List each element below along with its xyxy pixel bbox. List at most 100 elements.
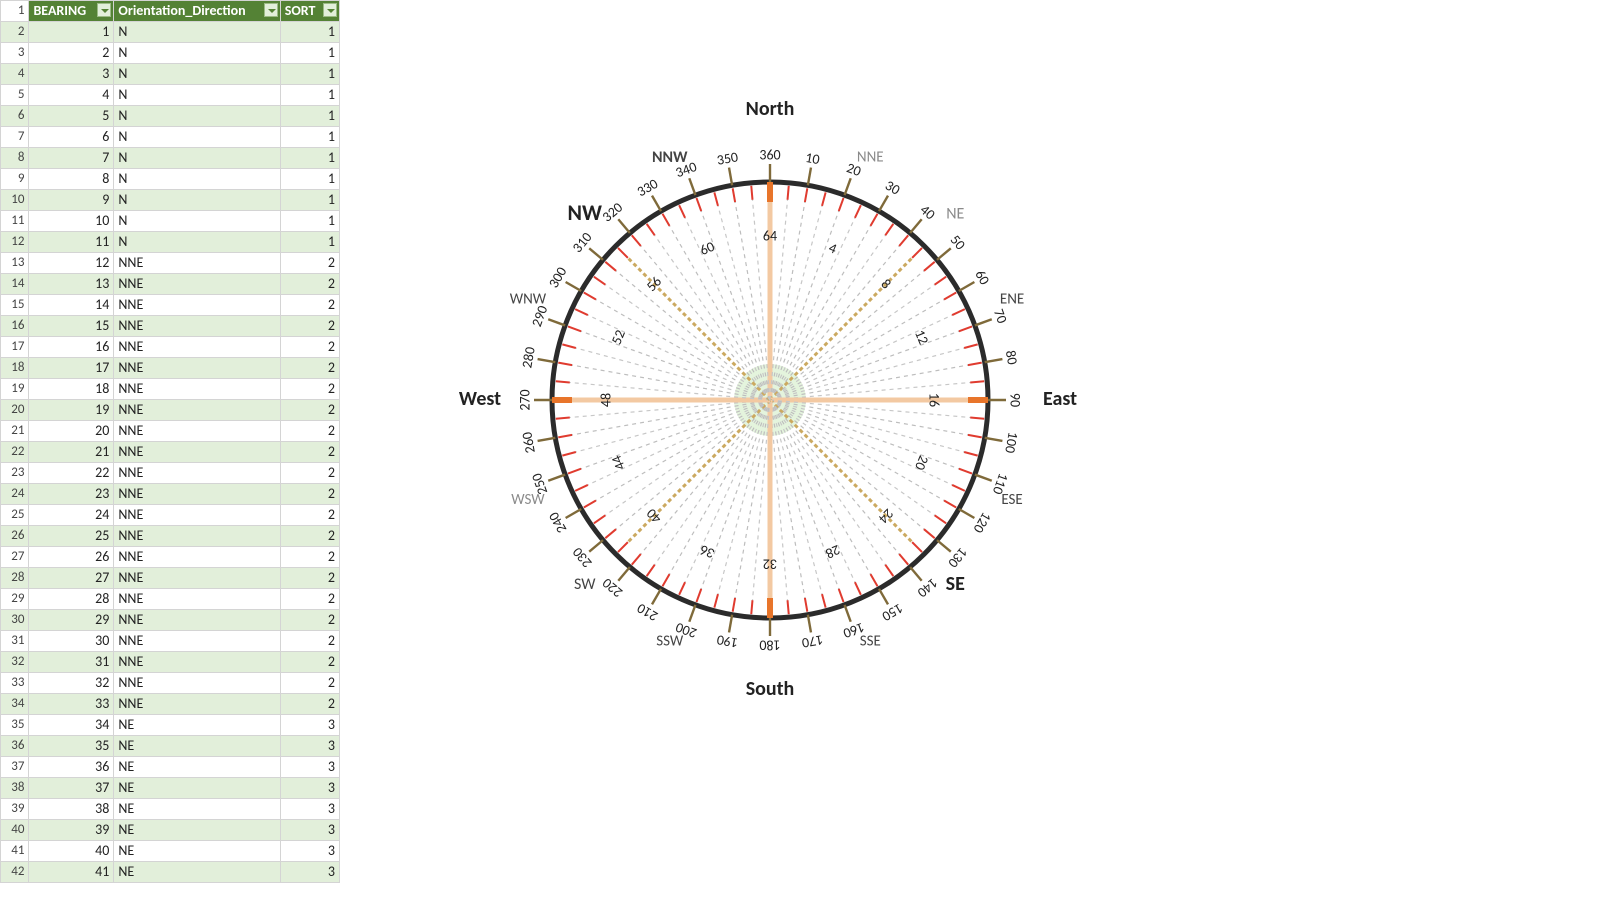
cell-bearing[interactable]: 17	[29, 358, 114, 379]
table-row[interactable]: 1514NNE2	[1, 295, 340, 316]
cell-orientation[interactable]: NNE	[114, 484, 280, 505]
cell-orientation[interactable]: N	[114, 169, 280, 190]
cell-sort[interactable]: 2	[280, 274, 339, 295]
cell-sort[interactable]: 3	[280, 778, 339, 799]
cell-bearing[interactable]: 9	[29, 190, 114, 211]
cell-orientation[interactable]: NNE	[114, 379, 280, 400]
cell-bearing[interactable]: 4	[29, 85, 114, 106]
table-row[interactable]: 21N1	[1, 22, 340, 43]
cell-orientation[interactable]: NNE	[114, 358, 280, 379]
table-row[interactable]: 2322NNE2	[1, 463, 340, 484]
cell-orientation[interactable]: N	[114, 22, 280, 43]
cell-sort[interactable]: 1	[280, 43, 339, 64]
cell-sort[interactable]: 3	[280, 799, 339, 820]
cell-bearing[interactable]: 7	[29, 148, 114, 169]
cell-sort[interactable]: 2	[280, 568, 339, 589]
cell-orientation[interactable]: N	[114, 127, 280, 148]
cell-bearing[interactable]: 36	[29, 757, 114, 778]
cell-orientation[interactable]: NNE	[114, 652, 280, 673]
cell-sort[interactable]: 2	[280, 442, 339, 463]
cell-orientation[interactable]: N	[114, 85, 280, 106]
cell-bearing[interactable]: 27	[29, 568, 114, 589]
cell-orientation[interactable]: N	[114, 211, 280, 232]
col-header-bearing[interactable]: BEARING	[29, 1, 114, 22]
cell-orientation[interactable]: NNE	[114, 253, 280, 274]
col-header-sort[interactable]: SORT	[280, 1, 339, 22]
cell-orientation[interactable]: NE	[114, 862, 280, 883]
cell-bearing[interactable]: 24	[29, 505, 114, 526]
cell-orientation[interactable]: N	[114, 64, 280, 85]
col-header-orientation[interactable]: Orientation_Direction	[114, 1, 280, 22]
table-row[interactable]: 1716NNE2	[1, 337, 340, 358]
cell-bearing[interactable]: 35	[29, 736, 114, 757]
cell-orientation[interactable]: NNE	[114, 526, 280, 547]
cell-bearing[interactable]: 13	[29, 274, 114, 295]
cell-bearing[interactable]: 11	[29, 232, 114, 253]
table-row[interactable]: 109N1	[1, 190, 340, 211]
table-row[interactable]: 3938NE3	[1, 799, 340, 820]
cell-sort[interactable]: 3	[280, 757, 339, 778]
table-row[interactable]: 2928NNE2	[1, 589, 340, 610]
cell-sort[interactable]: 1	[280, 106, 339, 127]
cell-sort[interactable]: 2	[280, 463, 339, 484]
cell-sort[interactable]: 1	[280, 169, 339, 190]
cell-orientation[interactable]: NNE	[114, 610, 280, 631]
cell-orientation[interactable]: NNE	[114, 442, 280, 463]
cell-sort[interactable]: 2	[280, 337, 339, 358]
cell-sort[interactable]: 2	[280, 652, 339, 673]
cell-bearing[interactable]: 39	[29, 820, 114, 841]
cell-orientation[interactable]: NNE	[114, 505, 280, 526]
cell-sort[interactable]: 2	[280, 358, 339, 379]
cell-orientation[interactable]: NNE	[114, 589, 280, 610]
cell-orientation[interactable]: NE	[114, 736, 280, 757]
table-row[interactable]: 1110N1	[1, 211, 340, 232]
table-row[interactable]: 2221NNE2	[1, 442, 340, 463]
cell-bearing[interactable]: 20	[29, 421, 114, 442]
filter-icon[interactable]	[97, 3, 111, 17]
cell-bearing[interactable]: 19	[29, 400, 114, 421]
cell-bearing[interactable]: 6	[29, 127, 114, 148]
table-row[interactable]: 54N1	[1, 85, 340, 106]
cell-bearing[interactable]: 41	[29, 862, 114, 883]
cell-sort[interactable]: 2	[280, 316, 339, 337]
table-row[interactable]: 2524NNE2	[1, 505, 340, 526]
cell-sort[interactable]: 1	[280, 64, 339, 85]
cell-bearing[interactable]: 40	[29, 841, 114, 862]
table-row[interactable]: 1413NNE2	[1, 274, 340, 295]
cell-sort[interactable]: 1	[280, 232, 339, 253]
cell-bearing[interactable]: 12	[29, 253, 114, 274]
cell-bearing[interactable]: 29	[29, 610, 114, 631]
cell-sort[interactable]: 2	[280, 526, 339, 547]
cell-sort[interactable]: 2	[280, 421, 339, 442]
cell-bearing[interactable]: 23	[29, 484, 114, 505]
cell-orientation[interactable]: NNE	[114, 295, 280, 316]
cell-sort[interactable]: 2	[280, 610, 339, 631]
cell-sort[interactable]: 2	[280, 505, 339, 526]
cell-orientation[interactable]: NE	[114, 715, 280, 736]
cell-sort[interactable]: 3	[280, 820, 339, 841]
cell-sort[interactable]: 2	[280, 589, 339, 610]
table-row[interactable]: 3029NNE2	[1, 610, 340, 631]
cell-sort[interactable]: 1	[280, 211, 339, 232]
cell-orientation[interactable]: N	[114, 190, 280, 211]
cell-sort[interactable]: 2	[280, 379, 339, 400]
cell-bearing[interactable]: 2	[29, 43, 114, 64]
cell-orientation[interactable]: NNE	[114, 568, 280, 589]
cell-orientation[interactable]: NE	[114, 820, 280, 841]
cell-sort[interactable]: 2	[280, 253, 339, 274]
cell-bearing[interactable]: 15	[29, 316, 114, 337]
table-row[interactable]: 87N1	[1, 148, 340, 169]
table-row[interactable]: 32N1	[1, 43, 340, 64]
cell-bearing[interactable]: 18	[29, 379, 114, 400]
cell-sort[interactable]: 1	[280, 190, 339, 211]
cell-bearing[interactable]: 30	[29, 631, 114, 652]
cell-bearing[interactable]: 14	[29, 295, 114, 316]
table-row[interactable]: 43N1	[1, 64, 340, 85]
table-row[interactable]: 65N1	[1, 106, 340, 127]
cell-orientation[interactable]: NNE	[114, 547, 280, 568]
cell-sort[interactable]: 3	[280, 715, 339, 736]
cell-sort[interactable]: 2	[280, 694, 339, 715]
cell-sort[interactable]: 3	[280, 841, 339, 862]
cell-sort[interactable]: 1	[280, 127, 339, 148]
cell-bearing[interactable]: 3	[29, 64, 114, 85]
